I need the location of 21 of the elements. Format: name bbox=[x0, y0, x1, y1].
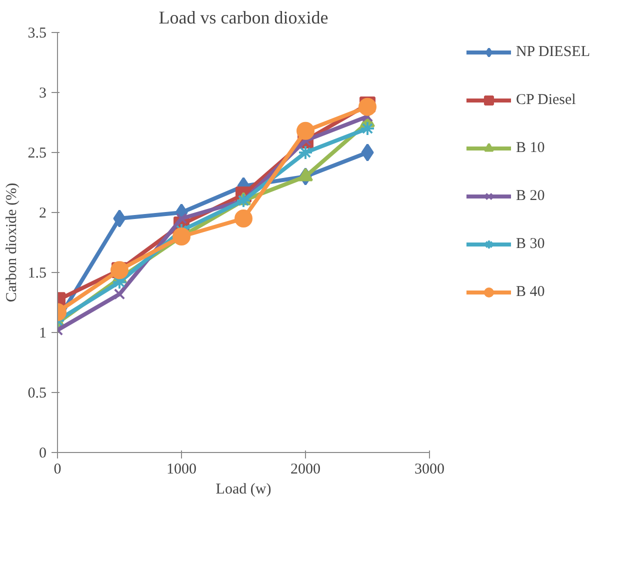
x-axis-title: Load (w) bbox=[216, 482, 272, 498]
x-tick-label: 0 bbox=[54, 462, 62, 478]
y-tick-label: 2.5 bbox=[28, 146, 46, 162]
y-tick-label: 3 bbox=[39, 86, 46, 102]
legend-label: B 30 bbox=[516, 236, 545, 252]
legend-label: B 40 bbox=[516, 284, 545, 300]
legend-label: CP Diesel bbox=[516, 92, 576, 108]
y-axis-title: Carbon dioxide (%) bbox=[4, 182, 20, 302]
legend-label: B 20 bbox=[516, 188, 545, 204]
y-tick-label: 0.5 bbox=[28, 386, 46, 402]
legend-label: NP DIESEL bbox=[516, 44, 590, 60]
y-tick-label: 1 bbox=[39, 326, 46, 342]
x-tick-label: 1000 bbox=[166, 462, 196, 478]
x-tick-label: 2000 bbox=[290, 462, 320, 478]
x-tick-label: 3000 bbox=[414, 462, 444, 478]
y-tick-label: 2 bbox=[39, 206, 46, 222]
chart-title: Load vs carbon dioxide bbox=[158, 8, 328, 28]
legend-label: B 10 bbox=[516, 140, 545, 156]
y-tick-label: 0 bbox=[39, 446, 46, 462]
y-tick-label: 1.5 bbox=[28, 266, 46, 282]
y-tick-label: 3.5 bbox=[28, 26, 46, 42]
